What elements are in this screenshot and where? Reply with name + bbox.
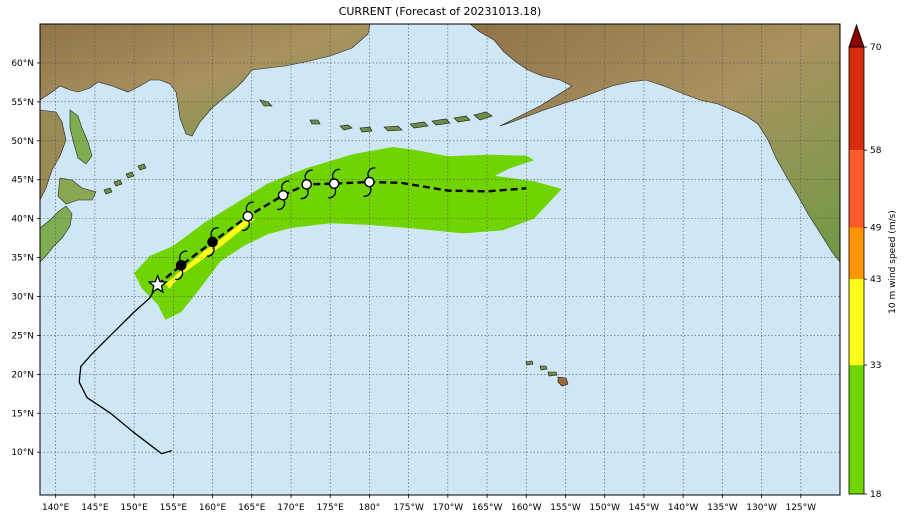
wind-speed-colorbar: 18 33 43 49 58 70 10 m wind speed (m/s) <box>848 23 898 500</box>
longitude-tick-labels: 140°E 145°E 150°E 155°E 160°E 165°E 170°E 175°E… <box>42 495 816 513</box>
x-tick-label: 175°E <box>317 503 345 513</box>
land-sakhalin <box>69 109 93 165</box>
x-tick-label: 150°W <box>589 503 620 513</box>
colorbar-extend-arrow <box>848 23 865 48</box>
cyclone-symbol-icon <box>276 180 290 211</box>
map-frame <box>39 23 841 496</box>
colorbar-tick-label: 70 <box>870 43 882 53</box>
x-tick-label: 130°W <box>746 503 777 513</box>
y-tick-label: 30°N <box>11 292 34 302</box>
x-tick-label: 170°E <box>277 503 305 513</box>
current-position-star-icon <box>147 274 168 294</box>
x-tick-label: 175°W <box>393 503 424 513</box>
y-tick-label: 40°N <box>11 215 34 225</box>
past-track-line <box>78 284 172 455</box>
colorbar-tick-label: 58 <box>870 146 882 156</box>
colorbar-tick-label: 43 <box>870 275 881 285</box>
x-tick-label: 145°W <box>629 503 660 513</box>
y-tick-label: 60°N <box>11 59 34 69</box>
swath-18-33 <box>134 147 562 320</box>
colorbar-tick-label: 18 <box>870 490 882 500</box>
x-tick-label: 150°E <box>120 503 148 513</box>
x-tick-label: 145°E <box>81 503 109 513</box>
latitude-tick-labels: 10°N 15°N 20°N 25°N 30°N 35°N 40°N 45°N 50°N 55°N… <box>11 59 40 458</box>
colorbar-bin <box>849 47 864 151</box>
colorbar-label: 10 m wind speed (m/s) <box>888 210 898 314</box>
lat-lon-grid <box>40 24 840 495</box>
land-asia-mainland <box>40 109 67 201</box>
colorbar-tick-label: 33 <box>870 361 881 371</box>
y-tick-label: 45°N <box>11 176 34 186</box>
aleutian-islands <box>259 99 493 133</box>
x-tick-label: 135°W <box>707 503 738 513</box>
x-tick-label: 160°W <box>511 503 542 513</box>
x-tick-label: 165°E <box>238 503 266 513</box>
land-layer <box>40 24 840 387</box>
x-tick-label: 155°E <box>160 503 188 513</box>
x-tick-label: 140°E <box>42 503 70 513</box>
x-tick-label: 125°W <box>785 503 816 513</box>
x-tick-label: 170°W <box>433 503 464 513</box>
colorbar-bin <box>849 279 864 366</box>
land-japan <box>40 205 73 263</box>
land-hokkaido <box>57 177 97 205</box>
y-tick-label: 20°N <box>11 370 34 380</box>
colorbar-bin <box>849 227 864 280</box>
colorbar-bin <box>849 150 864 228</box>
swath-33-43 <box>165 217 256 289</box>
colorbar-bin <box>849 365 864 494</box>
cyclone-symbol-icon <box>241 201 254 232</box>
cyclone-symbol-icon <box>327 168 341 199</box>
x-tick-label: 165°W <box>472 503 503 513</box>
y-tick-label: 55°N <box>11 98 34 108</box>
storm-track-layer <box>78 167 527 455</box>
x-tick-label: 180° <box>359 503 381 513</box>
map-title: CURRENT (Forecast of 20231013.18) <box>338 5 542 18</box>
y-tick-label: 35°N <box>11 254 34 264</box>
hawaii-islands <box>525 360 569 387</box>
y-tick-label: 50°N <box>11 137 34 147</box>
y-tick-label: 15°N <box>11 409 34 419</box>
x-tick-label: 155°W <box>550 503 581 513</box>
colorbar-tick-label: 49 <box>870 224 882 234</box>
land-kamchatka <box>40 24 371 137</box>
colorbar-frame <box>848 46 865 495</box>
y-tick-label: 25°N <box>11 331 34 341</box>
cyclone-symbol-icon <box>363 167 376 197</box>
x-tick-label: 140°W <box>668 503 699 513</box>
cyclone-symbol-icon <box>206 227 219 257</box>
wind-swath-layer <box>134 147 562 320</box>
cyclone-symbol-icon <box>300 169 313 200</box>
y-tick-label: 10°N <box>11 448 34 458</box>
x-tick-label: 160°E <box>199 503 227 513</box>
kuril-islands <box>103 163 147 195</box>
land-alaska <box>469 24 840 263</box>
cyclone-symbol-icon <box>175 250 188 281</box>
